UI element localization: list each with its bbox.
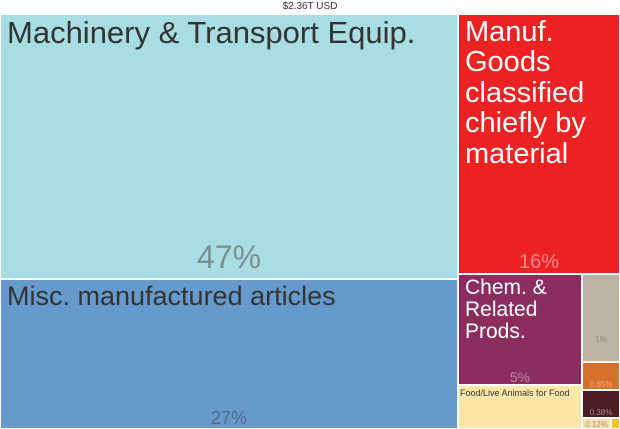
tile-percentage: 27% (210, 408, 248, 428)
tile-label: Machinery & Transport Equip. (7, 15, 416, 50)
tile-percentage: 16% (518, 251, 560, 273)
treemap-tile-item-small[interactable] (611, 418, 620, 429)
tile-label: Misc. manufactured articles (7, 281, 336, 311)
treemap-tile-chem-related[interactable]: Chem. & Related Prods. 5% (458, 274, 582, 385)
tile-percentage: 0.65% (589, 380, 613, 389)
treemap-tile-item-065pct[interactable]: 0.65% (582, 362, 620, 390)
tile-percentage: 0.38% (589, 408, 613, 417)
treemap-tile-item-1pct[interactable]: 1% (582, 274, 620, 362)
tile-percentage: 5% (509, 369, 531, 385)
treemap-tile-manuf-goods[interactable]: Manuf. Goods classified chiefly by mater… (458, 14, 620, 274)
chart-title: $2.36T USD (282, 1, 338, 12)
tile-percentage: 0.12% (585, 420, 608, 429)
tile-percentage: 1% (595, 335, 607, 344)
treemap-tile-item-038pct[interactable]: 0.38% (582, 390, 620, 418)
treemap-tile-machinery-transport[interactable]: Machinery & Transport Equip. 47% (0, 14, 458, 279)
treemap-tile-item-012pct[interactable]: 0.12% (582, 418, 611, 429)
tile-label: Manuf. Goods classified chiefly by mater… (465, 16, 586, 170)
treemap-tile-misc-manufactured[interactable]: Misc. manufactured articles 27% (0, 279, 458, 429)
treemap: Machinery & Transport Equip. 47% Misc. man… (0, 14, 620, 429)
tile-label: Chem. & Related Prods. (465, 276, 547, 344)
tile-percentage: 47% (196, 239, 262, 275)
tile-label: Food/Live Animals for Food (460, 388, 570, 398)
treemap-tile-food-live-animals[interactable]: Food/Live Animals for Food (458, 385, 582, 429)
